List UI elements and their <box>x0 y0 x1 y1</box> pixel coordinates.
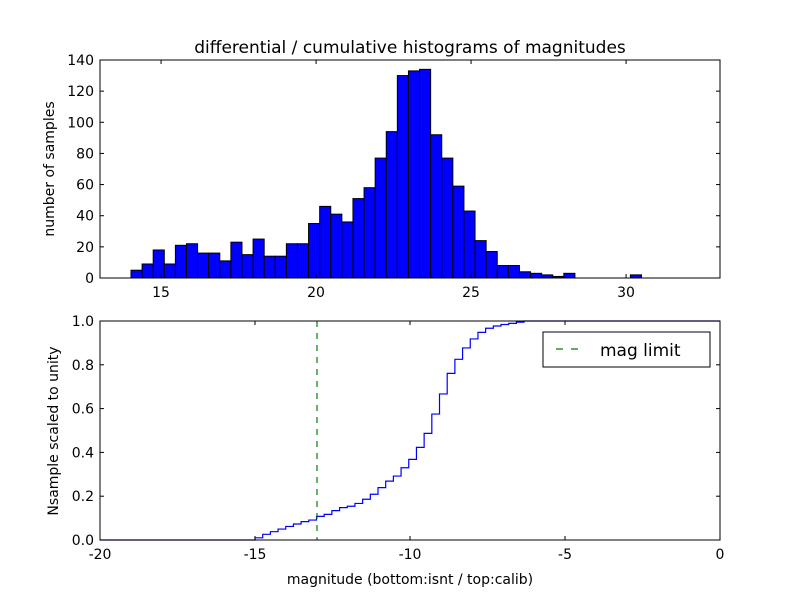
histogram-bar <box>352 198 365 279</box>
x-tick-label: 20 <box>307 285 325 301</box>
y-tick-label: 0.4 <box>72 445 94 461</box>
histogram-bar <box>407 70 421 279</box>
histogram-bar <box>197 252 210 279</box>
histogram-bar <box>485 251 498 279</box>
y-tick-label: 0.8 <box>72 358 94 374</box>
histogram-bar <box>374 157 387 279</box>
y-tick-label: 0.0 <box>72 533 94 549</box>
histogram-bar <box>341 221 354 279</box>
histogram-bar <box>363 187 376 279</box>
y-tick-label: 20 <box>76 240 94 256</box>
x-tick-label: -20 <box>89 547 112 563</box>
histogram-bar <box>507 265 520 279</box>
x-tick-label: 30 <box>617 285 635 301</box>
y-tick-label: 40 <box>76 209 94 225</box>
histogram-bar <box>330 213 343 279</box>
bottom-cumulative-plot: -20 -15 -10 -5 0 0.0 0.2 0.4 0.6 0.8 1.0 <box>72 314 725 563</box>
y-tick-label: 120 <box>67 84 94 100</box>
x-tick-label: 0 <box>716 547 725 563</box>
plot-frame <box>99 59 721 279</box>
histogram-bar <box>230 241 243 279</box>
histogram-bar <box>252 238 265 279</box>
y-tick-label: 80 <box>76 146 94 162</box>
histogram-bar <box>219 260 232 279</box>
histogram-bar <box>152 249 165 279</box>
top-histogram-plot: 15 20 25 30 0 20 40 60 80 100 120 140 <box>67 53 721 301</box>
x-tick-label: -15 <box>244 547 267 563</box>
top-y-axis-label: number of samples <box>42 101 58 236</box>
y-tick-label: 140 <box>67 53 94 69</box>
y-tick-label: 60 <box>76 178 94 194</box>
histogram-bar <box>174 244 187 279</box>
histogram-bar <box>185 243 199 279</box>
histogram-bar <box>463 210 476 279</box>
y-tick-label: 1.0 <box>72 314 94 330</box>
x-tick-label: -10 <box>399 547 422 563</box>
histogram-bar <box>241 254 254 279</box>
histogram-bar <box>396 75 409 279</box>
histogram-bar <box>496 265 509 279</box>
histogram-bar <box>452 185 465 279</box>
histogram-bar <box>141 263 154 279</box>
histogram-bar <box>263 255 276 279</box>
histogram-bar <box>130 269 143 279</box>
histogram-bar <box>296 243 310 279</box>
x-tick-label: 15 <box>152 285 170 301</box>
histogram-bar <box>419 68 432 279</box>
legend: mag limit <box>542 331 711 368</box>
histogram-bar <box>385 131 398 279</box>
y-tick-label: 0 <box>85 271 94 287</box>
histogram-bar <box>163 263 176 279</box>
legend-label: mag limit <box>600 341 681 361</box>
x-tick-label: 25 <box>462 285 480 301</box>
histogram-bar <box>441 157 454 279</box>
histogram-bar <box>274 255 287 279</box>
x-tick-label: -5 <box>558 547 572 563</box>
y-tick-label: 0.2 <box>72 489 94 505</box>
histogram-bar <box>430 134 443 279</box>
histogram-bar <box>319 205 332 279</box>
cumulative-step-line <box>100 320 720 541</box>
histogram-bar <box>285 243 298 279</box>
y-tick-label: 100 <box>67 115 94 131</box>
histogram-bar <box>518 271 532 279</box>
histogram-bar <box>208 252 221 279</box>
y-tick-label: 0.6 <box>72 402 94 418</box>
bottom-x-axis-label: magnitude (bottom:isnt / top:calib) <box>287 572 533 588</box>
chart-title: differential / cumulative histograms of … <box>194 38 626 58</box>
histogram-bar <box>474 240 487 279</box>
bottom-y-axis-label: Nsample scaled to unity <box>46 346 62 515</box>
histogram-bar <box>308 223 321 279</box>
histogram-bar <box>563 272 576 279</box>
histogram-bar <box>530 272 543 279</box>
